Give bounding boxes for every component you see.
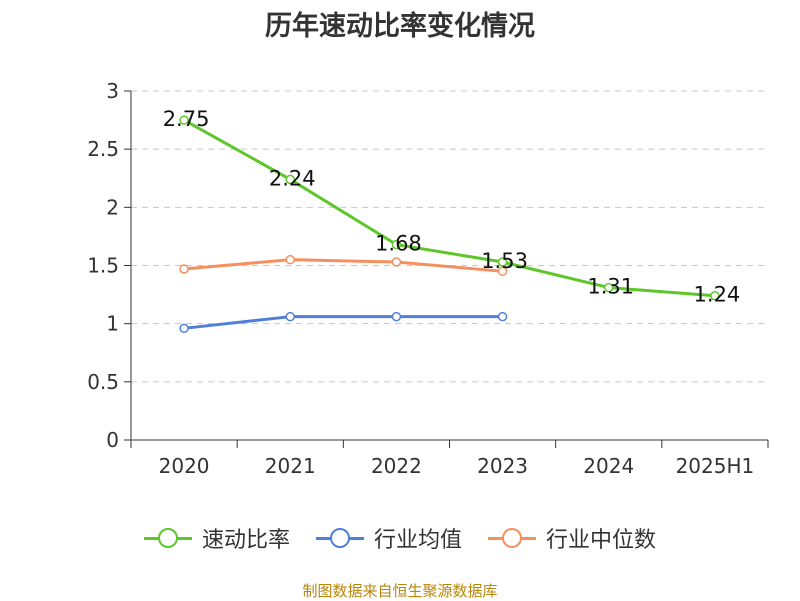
- y-tick-label: 2.5: [87, 137, 119, 161]
- source-note: 制图数据来自恒生聚源数据库: [302, 582, 498, 600]
- series-line: [183, 118, 716, 298]
- data-label: 2.75: [163, 107, 210, 131]
- y-tick-label: 1.5: [87, 254, 119, 278]
- data-point: [391, 257, 402, 267]
- data-point: [497, 257, 508, 267]
- legend-item[interactable]: 速动比率: [143, 522, 290, 554]
- y-tick-label: 0.5: [87, 370, 119, 394]
- legend-marker-icon: [315, 528, 364, 548]
- x-tick-label: 2024: [583, 454, 634, 478]
- data-point: [710, 290, 720, 301]
- y-tick-label: 3: [106, 79, 119, 103]
- data-point: [179, 323, 189, 334]
- x-tick-label: 2022: [371, 454, 422, 478]
- legend-label: 速动比率: [201, 528, 290, 553]
- axes: 0 0.5 1 1.5 2 2.5 3 2020 2021 2022 2023 2024 2025H1: [87, 79, 769, 478]
- series-lines: [179, 115, 720, 334]
- series-line: [183, 315, 503, 330]
- data-point: [497, 311, 508, 322]
- data-point: [604, 282, 614, 293]
- data-label: 1.68: [375, 232, 422, 256]
- chart-title: 历年速动比率变化情况: [265, 11, 535, 42]
- y-tick-label: 2: [106, 195, 119, 219]
- data-point: [285, 174, 295, 185]
- legend: 速动比率 行业均值 行业中位数: [0, 518, 800, 558]
- data-point: [285, 311, 295, 322]
- legend-item[interactable]: 行业中位数: [488, 522, 656, 554]
- series-line: [183, 258, 503, 273]
- grid-lines: [131, 90, 768, 383]
- data-point: [497, 266, 508, 277]
- data-labels: 2.75 2.24 1.68 1.53 1.31 1.24: [163, 107, 741, 307]
- legend-label: 行业中位数: [546, 528, 657, 553]
- y-tick-label: 1: [106, 312, 119, 336]
- data-point: [391, 311, 402, 322]
- x-tick-label: 2020: [159, 454, 210, 478]
- data-point: [179, 264, 189, 274]
- legend-label: 行业均值: [373, 528, 462, 553]
- legend-marker-icon: [488, 528, 536, 548]
- x-tick-label: 2021: [265, 454, 316, 478]
- x-tick-label: 2023: [477, 454, 528, 478]
- legend-item[interactable]: 行业均值: [315, 522, 462, 554]
- x-tick-label: 2025H1: [676, 454, 755, 478]
- y-tick-label: 0: [106, 428, 119, 452]
- legend-marker-icon: [143, 528, 192, 548]
- data-point: [391, 239, 402, 250]
- data-label: 1.53: [481, 249, 528, 273]
- data-label: 1.24: [694, 283, 741, 307]
- data-label: 2.24: [269, 166, 316, 190]
- data-point: [179, 115, 189, 125]
- data-point: [285, 254, 295, 265]
- data-label: 1.31: [587, 275, 634, 299]
